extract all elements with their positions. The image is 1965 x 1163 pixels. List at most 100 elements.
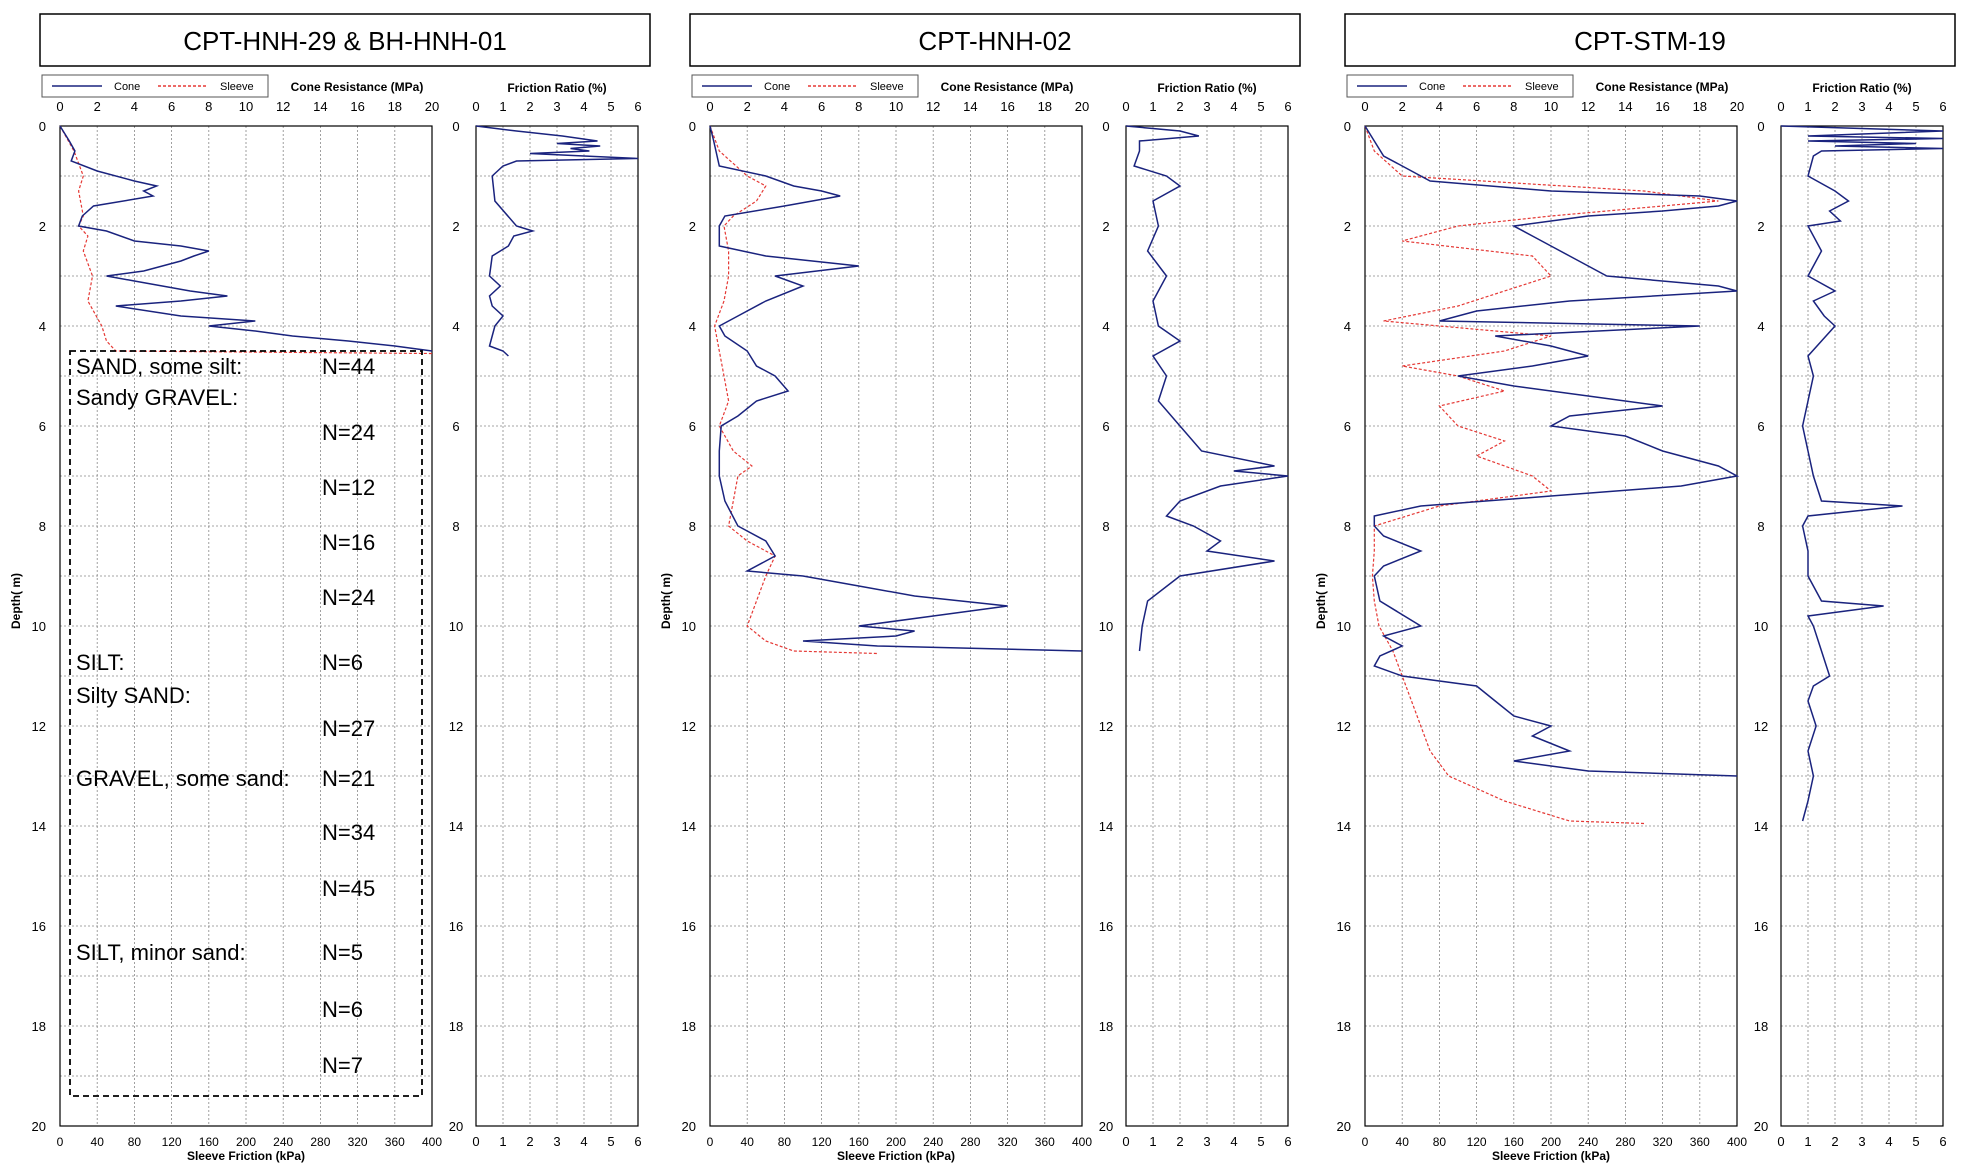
sleeve-tick-label: 240 [273, 1135, 293, 1149]
cone-tick-label: 0 [1361, 99, 1368, 114]
depth-tick-label: 20 [1099, 1119, 1113, 1134]
friction-tick-label: 0 [1122, 99, 1129, 114]
depth-tick-label: 8 [452, 519, 459, 534]
depth-tick-label: 6 [39, 419, 46, 434]
friction-tick-label: 6 [634, 99, 641, 114]
depth-tick-label: 14 [32, 819, 46, 834]
legend-box [691, 74, 919, 98]
spt-n-value: N=24 [322, 585, 375, 610]
friction-tick-label: 1 [1149, 1134, 1156, 1149]
sleeve-tick-label: 80 [778, 1135, 792, 1149]
borehole-log: SAND, some silt: N=44 Sandy GRAVEL: N=24 N=1… [69, 350, 423, 1097]
cone-tick-label: 10 [239, 99, 253, 114]
depth-tick-label: 16 [1099, 919, 1113, 934]
sleeve-tick-label: 400 [1072, 1135, 1092, 1149]
cone-tick-label: 10 [889, 99, 903, 114]
cone-tick-label: 12 [926, 99, 940, 114]
cone-tick-label: 4 [131, 99, 138, 114]
sleeve-tick-label: 320 [998, 1135, 1018, 1149]
depth-tick-label: 16 [1754, 919, 1768, 934]
sleeve-tick-label: 0 [707, 1135, 714, 1149]
cone-tick-label: 6 [1473, 99, 1480, 114]
friction-tick-label: 1 [1149, 99, 1156, 114]
depth-tick-label: 4 [1757, 319, 1764, 334]
depth-tick-label: 4 [1102, 319, 1109, 334]
friction-tick-label: 6 [1284, 99, 1291, 114]
cone-tick-label: 20 [1730, 99, 1744, 114]
spt-n-value: N=34 [322, 820, 375, 845]
friction-ratio-line [1780, 125, 1944, 822]
cone-tick-label: 12 [276, 99, 290, 114]
depth-tick-label: 4 [452, 319, 459, 334]
spt-n-value: N=5 [322, 940, 363, 965]
cone-tick-label: 0 [56, 99, 63, 114]
cone-tick-label: 20 [1075, 99, 1089, 114]
depth-tick-label: 8 [689, 519, 696, 534]
sleeve-tick-label: 320 [1653, 1135, 1673, 1149]
spt-n-value: N=7 [322, 1053, 363, 1078]
spt-n-value: N=6 [322, 997, 363, 1022]
friction-tick-label: 0 [1777, 99, 1784, 114]
friction-axis-title: Friction Ratio (%) [507, 81, 606, 95]
panel-title: CPT-HNH-29 & BH-HNH-01 [183, 26, 507, 56]
depth-tick-label: 10 [1754, 619, 1768, 634]
panel-3: CPT-STM-19 Cone Sleeve Cone Resistance (MPa… [1314, 13, 1956, 1163]
sleeve-tick-label: 160 [1504, 1135, 1524, 1149]
depth-tick-label: 6 [452, 419, 459, 434]
legend: Cone Sleeve [691, 74, 919, 98]
cone-tick-label: 4 [1436, 99, 1443, 114]
sleeve-tick-label: 240 [923, 1135, 943, 1149]
sleeve-tick-label: 360 [1035, 1135, 1055, 1149]
depth-tick-label: 2 [39, 219, 46, 234]
friction-tick-label: 3 [553, 99, 560, 114]
friction-tick-label: 1 [1804, 99, 1811, 114]
depth-tick-label: 12 [1337, 719, 1351, 734]
depth-tick-label: 0 [452, 119, 459, 134]
friction-tick-label: 1 [499, 1134, 506, 1149]
spt-n-value: N=45 [322, 876, 375, 901]
sleeve-friction-line [59, 125, 433, 355]
friction-tick-label: 4 [580, 99, 587, 114]
cone-tick-label: 10 [1544, 99, 1558, 114]
depth-tick-label: 16 [449, 919, 463, 934]
depth-tick-label: 12 [682, 719, 696, 734]
depth-tick-label: 4 [689, 319, 696, 334]
sleeve-tick-label: 400 [1727, 1135, 1747, 1149]
friction-tick-label: 2 [1176, 1134, 1183, 1149]
depth-tick-label: 0 [1757, 119, 1764, 134]
depth-tick-label: 14 [1099, 819, 1113, 834]
cone-tick-label: 2 [1399, 99, 1406, 114]
sleeve-tick-label: 40 [1396, 1135, 1410, 1149]
depth-axis-label: Depth( m) [659, 573, 673, 629]
legend-cone-label: Cone [764, 81, 790, 93]
sleeve-tick-label: 200 [236, 1135, 256, 1149]
cone-tick-label: 14 [313, 99, 327, 114]
friction-tick-label: 2 [526, 1134, 533, 1149]
sleeve-tick-label: 40 [91, 1135, 105, 1149]
depth-tick-label: 4 [39, 319, 46, 334]
sleeve-friction-line [709, 125, 878, 655]
cone-resistance-line [1364, 125, 1740, 777]
cone-tick-label: 18 [1038, 99, 1052, 114]
friction-plot-frame [475, 125, 639, 1127]
friction-plot-frame [1780, 125, 1944, 1127]
depth-tick-label: 20 [32, 1119, 46, 1134]
depth-tick-label: 18 [1337, 1019, 1351, 1034]
depth-tick-label: 6 [1102, 419, 1109, 434]
depth-tick-label: 20 [1337, 1119, 1351, 1134]
friction-tick-label: 0 [1777, 1134, 1784, 1149]
friction-tick-label: 4 [1885, 99, 1892, 114]
cone-tick-label: 16 [1655, 99, 1669, 114]
friction-tick-label: 3 [1203, 1134, 1210, 1149]
sleeve-tick-label: 40 [741, 1135, 755, 1149]
cone-tick-label: 18 [1693, 99, 1707, 114]
sleeve-axis-title: Sleeve Friction (kPa) [1492, 1149, 1610, 1163]
spt-n-value: N=44 [322, 354, 375, 379]
panel-title: CPT-HNH-02 [918, 26, 1071, 56]
friction-tick-label: 6 [1939, 1134, 1946, 1149]
sleeve-tick-label: 200 [886, 1135, 906, 1149]
sleeve-tick-label: 280 [960, 1135, 980, 1149]
legend-sleeve-label: Sleeve [1525, 81, 1559, 93]
spt-n-value: N=6 [322, 650, 363, 675]
depth-tick-label: 16 [682, 919, 696, 934]
